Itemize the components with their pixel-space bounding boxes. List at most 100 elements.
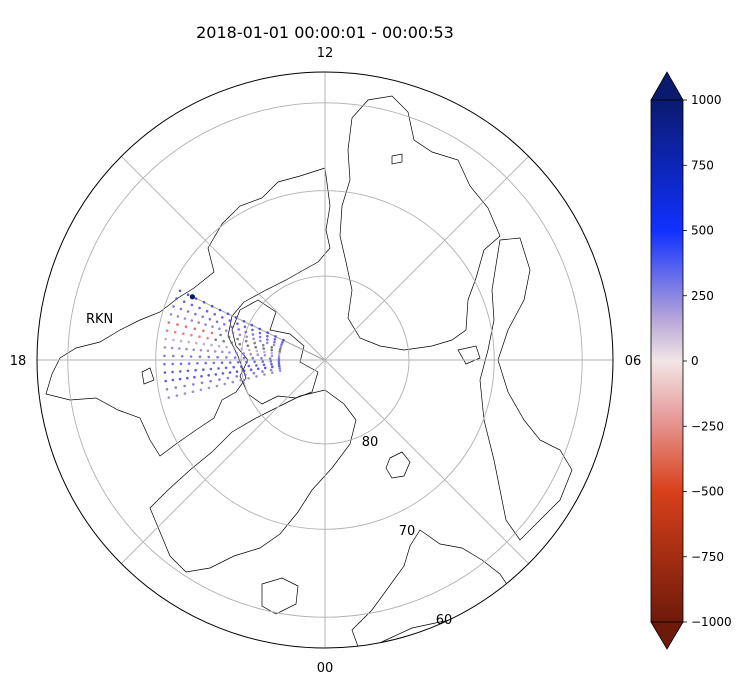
velocity-point: [178, 347, 181, 350]
velocity-point: [252, 337, 255, 341]
velocity-point: [278, 364, 281, 368]
velocity-point: [277, 362, 281, 365]
velocity-point: [179, 370, 182, 373]
velocity-point: [258, 327, 262, 331]
velocity-point: [231, 331, 235, 335]
colorbar-tick-label: 0: [691, 354, 699, 368]
coastline-small-island-2: [391, 153, 403, 165]
velocity-point: [269, 360, 273, 363]
mlt-meridian-9: [324, 156, 529, 361]
velocity-point: [243, 325, 247, 329]
coastline-eurasia: [149, 389, 357, 573]
velocity-point: [175, 394, 179, 397]
velocity-point: [262, 363, 266, 367]
velocity-point: [202, 342, 206, 346]
velocity-point: [240, 347, 243, 351]
velocity-point: [186, 376, 189, 380]
velocity-point: [236, 322, 239, 326]
mlt-label-06: 06: [625, 354, 642, 369]
velocity-point: [163, 371, 167, 374]
velocity-point: [163, 362, 166, 366]
velocity-point: [186, 369, 190, 373]
velocity-point: [247, 377, 250, 380]
velocity-point: [228, 361, 232, 364]
velocity-point: [259, 339, 262, 343]
velocity-point: [256, 367, 260, 371]
velocity-point: [204, 361, 207, 365]
velocity-point: [202, 368, 205, 371]
velocity-point: [231, 380, 235, 384]
velocity-point: [244, 339, 248, 343]
velocity-point: [163, 354, 166, 358]
velocity-point: [251, 333, 255, 336]
velocity-point: [180, 355, 184, 358]
velocity-point: [189, 355, 193, 358]
velocity-point: [209, 379, 212, 383]
velocity-point: [165, 329, 169, 333]
velocity-point: [176, 315, 180, 318]
velocity-point: [194, 297, 198, 300]
velocity-point: [199, 348, 203, 352]
velocity-point: [193, 327, 197, 331]
velocity-point: [239, 378, 242, 382]
velocity-point: [244, 373, 247, 377]
velocity-point: [198, 355, 202, 359]
velocity-point: [218, 308, 222, 312]
velocity-point: [190, 303, 194, 307]
velocity-point: [187, 340, 190, 344]
polar-grid: [37, 72, 613, 648]
velocity-point: [253, 360, 256, 364]
velocity-point: [172, 338, 175, 342]
velocity-point: [186, 293, 190, 297]
velocity-point: [201, 315, 204, 319]
velocity-point: [209, 367, 213, 371]
velocity-point: [232, 365, 235, 369]
velocity-point: [207, 374, 210, 377]
velocity-point: [242, 352, 245, 355]
coastline-small-island-1: [457, 345, 481, 365]
velocity-point: [230, 325, 233, 329]
velocity-point: [219, 333, 222, 337]
velocity-point: [197, 321, 200, 324]
mlt-label-00: 00: [317, 661, 334, 676]
velocity-points: [163, 289, 285, 399]
fov-edge-1: [192, 296, 325, 361]
velocity-point: [270, 351, 274, 355]
velocity-point: [193, 375, 196, 379]
velocity-point: [278, 367, 282, 370]
velocity-point: [196, 362, 199, 365]
velocity-point: [217, 344, 221, 348]
velocity-point: [262, 347, 266, 350]
velocity-point: [261, 370, 264, 373]
velocity-point: [221, 350, 224, 354]
velocity-point: [263, 350, 266, 354]
velocity-point: [171, 362, 174, 366]
mlt-meridian-21: [121, 359, 326, 564]
velocity-point: [278, 350, 282, 353]
coastline-small-island-3: [141, 367, 155, 385]
colorbar-body: [650, 99, 684, 623]
velocity-point: [234, 316, 238, 319]
mlt-meridian-15: [121, 156, 326, 361]
velocity-point: [269, 368, 273, 372]
velocity-point: [232, 346, 236, 350]
velocity-point: [215, 384, 219, 388]
velocity-point: [230, 341, 233, 345]
velocity-point: [266, 331, 269, 334]
coastline-greenland: [339, 95, 501, 351]
velocity-point: [236, 337, 239, 341]
velocity-point: [245, 360, 248, 364]
velocity-point: [242, 369, 246, 373]
coastline-iceland: [261, 577, 299, 615]
velocity-point: [251, 356, 254, 360]
velocity-point: [190, 333, 193, 337]
velocity-point: [273, 340, 276, 344]
station-marker: [189, 294, 196, 300]
velocity-point: [192, 348, 195, 352]
velocity-point: [174, 386, 178, 389]
velocity-point: [221, 372, 225, 375]
velocity-point: [216, 355, 219, 359]
velocity-point: [212, 361, 216, 365]
velocity-point: [179, 307, 183, 311]
